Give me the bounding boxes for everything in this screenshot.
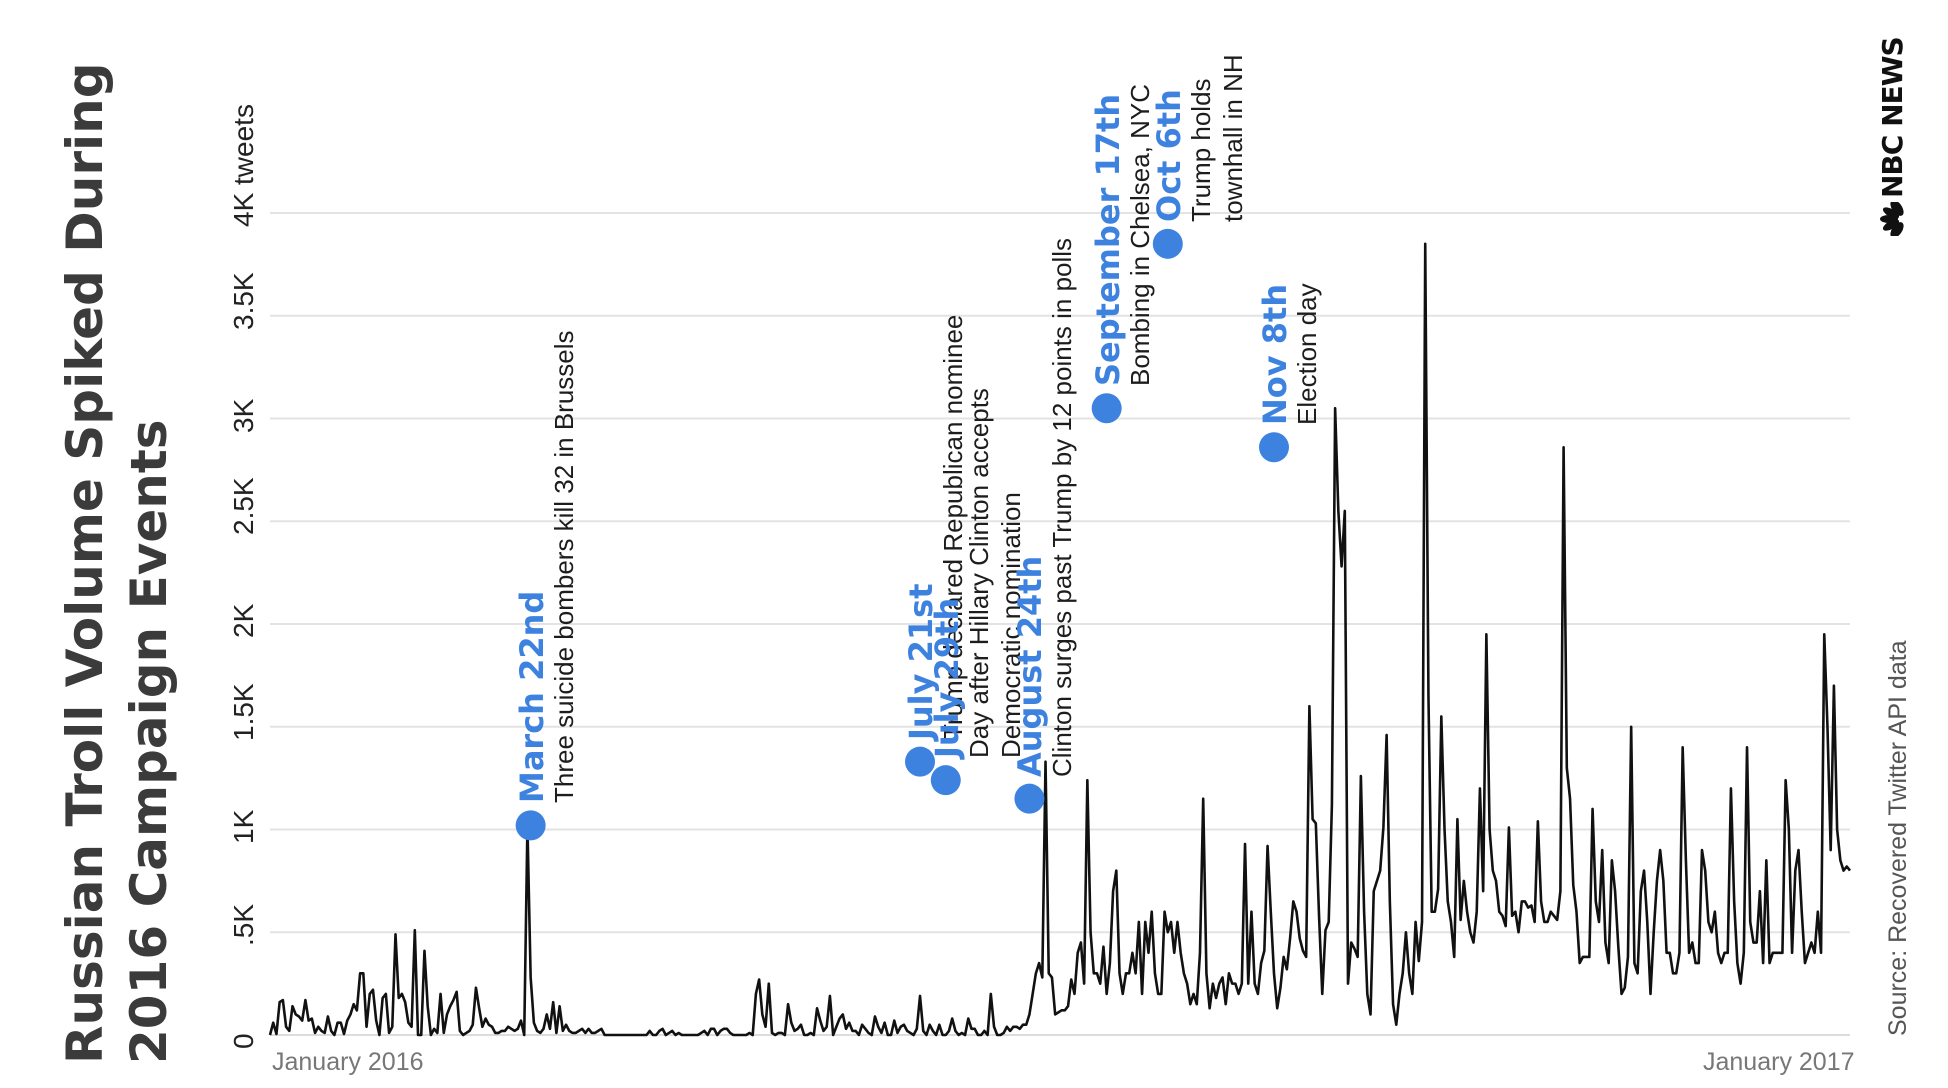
event-marker-3 xyxy=(1014,783,1045,814)
logo-text: NBC NEWS xyxy=(1876,37,1909,198)
event-description-5-0: Trump holds xyxy=(1185,78,1216,222)
event-description-3-0: Clinton surges past Trump by 12 points i… xyxy=(1047,237,1078,777)
nbc-news-logo: NBC NEWS xyxy=(1876,37,1909,236)
y-tick-label-4: 2K xyxy=(228,603,259,638)
event-description-6-0: Election day xyxy=(1291,283,1322,426)
chart-title-line-2: 2016 Campaign Events xyxy=(120,419,178,1064)
y-tick-label-6: 3K xyxy=(228,398,259,433)
event-date-0: March 22nd xyxy=(512,591,551,804)
y-tick-label-7: 3.5K xyxy=(228,272,259,330)
tweet-volume-line xyxy=(268,242,1852,1037)
y-tick-label-1: .5K xyxy=(228,904,259,947)
event-description-5-1: townhall in NH xyxy=(1217,54,1248,222)
event-description-2-0: Day after Hillary Clinton accepts xyxy=(963,388,994,759)
event-marker-0 xyxy=(515,810,546,841)
chart-title-line-1: Russian Troll Volume Spiked During xyxy=(56,62,114,1064)
event-marker-2 xyxy=(930,765,961,796)
event-date-3: August 24th xyxy=(1011,555,1050,777)
y-tick-label-8: 4K tweets xyxy=(228,104,259,227)
event-marker-1 xyxy=(905,746,936,777)
event-marker-4 xyxy=(1091,393,1122,424)
x-axis-start-label: January 2016 xyxy=(272,1048,424,1076)
y-tick-label-0: 0 xyxy=(228,1033,259,1049)
event-marker-5 xyxy=(1152,228,1183,259)
event-date-4: September 17th xyxy=(1088,94,1127,387)
event-marker-6 xyxy=(1258,432,1289,463)
event-date-6: Nov 8th xyxy=(1255,284,1294,426)
peacock-icon xyxy=(1879,202,1904,236)
event-date-2: July 29th xyxy=(927,597,966,759)
event-date-5: Oct 6th xyxy=(1149,88,1188,222)
event-description-0-0: Three suicide bombers kill 32 in Brussel… xyxy=(548,330,579,804)
y-tick-label-3: 1.5K xyxy=(228,683,259,741)
y-tick-label-2: 1K xyxy=(228,809,259,844)
chart-series xyxy=(268,242,1852,1037)
chart-event-markers xyxy=(515,228,1289,841)
x-axis-end-label: January 2017 xyxy=(1703,1048,1855,1076)
source-note: Source: Recovered Twitter API data xyxy=(1884,640,1912,1036)
y-tick-label-5: 2.5K xyxy=(228,477,259,536)
